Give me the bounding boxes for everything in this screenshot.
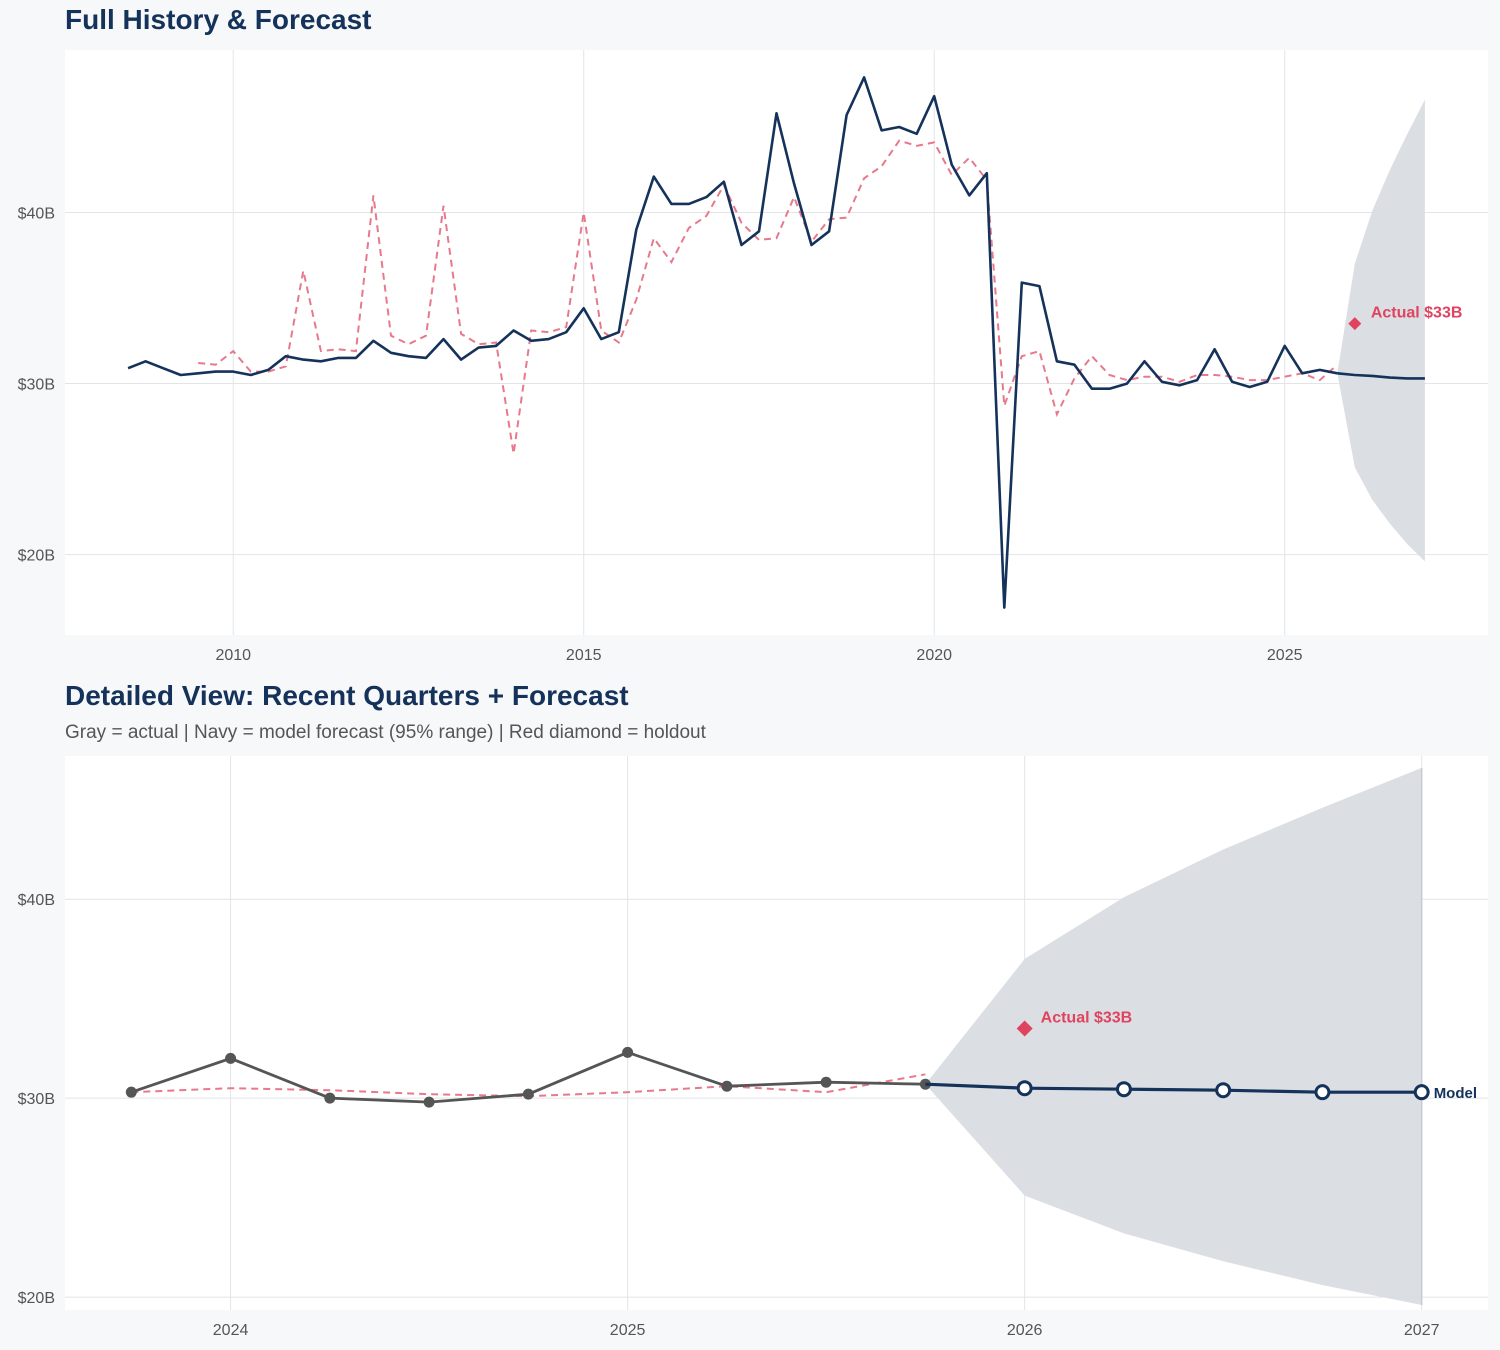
x-tick-label: 2027 <box>1404 1322 1440 1339</box>
y-tick-label: $40B <box>18 892 55 909</box>
actual-point <box>919 1078 931 1090</box>
actual-point <box>622 1046 634 1058</box>
forecast-series-line <box>1337 372 1425 380</box>
x-tick-label: 2025 <box>1267 647 1303 664</box>
forecast-95-band <box>925 767 1422 1305</box>
forecast-point <box>1215 1082 1232 1099</box>
actual-point <box>423 1096 435 1108</box>
actual-point <box>225 1052 237 1064</box>
holdout-diamond <box>1348 317 1362 331</box>
chart-title-detailed-view: Detailed View: Recent Quarters + Forecas… <box>65 680 629 711</box>
model-fit-dashed-line <box>198 139 1338 454</box>
chart-subtitle-detailed-view: Gray = actual | Navy = model forecast (9… <box>65 722 706 743</box>
plot-background <box>65 50 1488 635</box>
forecast-point <box>1016 1080 1033 1097</box>
actual-series-line <box>127 76 1338 609</box>
x-tick-label: 2010 <box>215 647 251 664</box>
forecast-95-band <box>1337 99 1425 562</box>
forecast-point <box>1314 1084 1331 1101</box>
y-tick-label: $40B <box>18 206 55 223</box>
chart-title-full-history: Full History & Forecast <box>65 4 372 35</box>
x-tick-label: 2025 <box>610 1322 646 1339</box>
actual-point <box>820 1076 832 1088</box>
x-tick-label: 2026 <box>1007 1322 1043 1339</box>
forecast-series-line <box>925 1082 1422 1094</box>
x-tick-label: 2015 <box>566 647 602 664</box>
holdout-diamond <box>1016 1020 1033 1037</box>
model-end-label: Model <box>1434 1085 1477 1102</box>
actual-point <box>522 1088 534 1100</box>
forecast-point <box>1115 1081 1132 1098</box>
x-tick-label: 2024 <box>213 1322 249 1339</box>
actual-point <box>324 1092 336 1104</box>
forecast-point <box>1413 1084 1430 1101</box>
x-tick-label: 2020 <box>916 647 952 664</box>
actual-point <box>125 1086 137 1098</box>
y-tick-label: $30B <box>18 377 55 394</box>
actual-point <box>721 1080 733 1092</box>
y-tick-label: $30B <box>18 1091 55 1108</box>
holdout-annotation: Actual $33B <box>1041 1010 1133 1027</box>
y-tick-label: $20B <box>18 1290 55 1307</box>
full-history-chart: 2010 2015 2020 2025 $20B $30B $40B Actual $33B <box>18 50 1488 664</box>
y-tick-label: $20B <box>18 548 55 565</box>
holdout-annotation: Actual $33B <box>1371 305 1463 322</box>
